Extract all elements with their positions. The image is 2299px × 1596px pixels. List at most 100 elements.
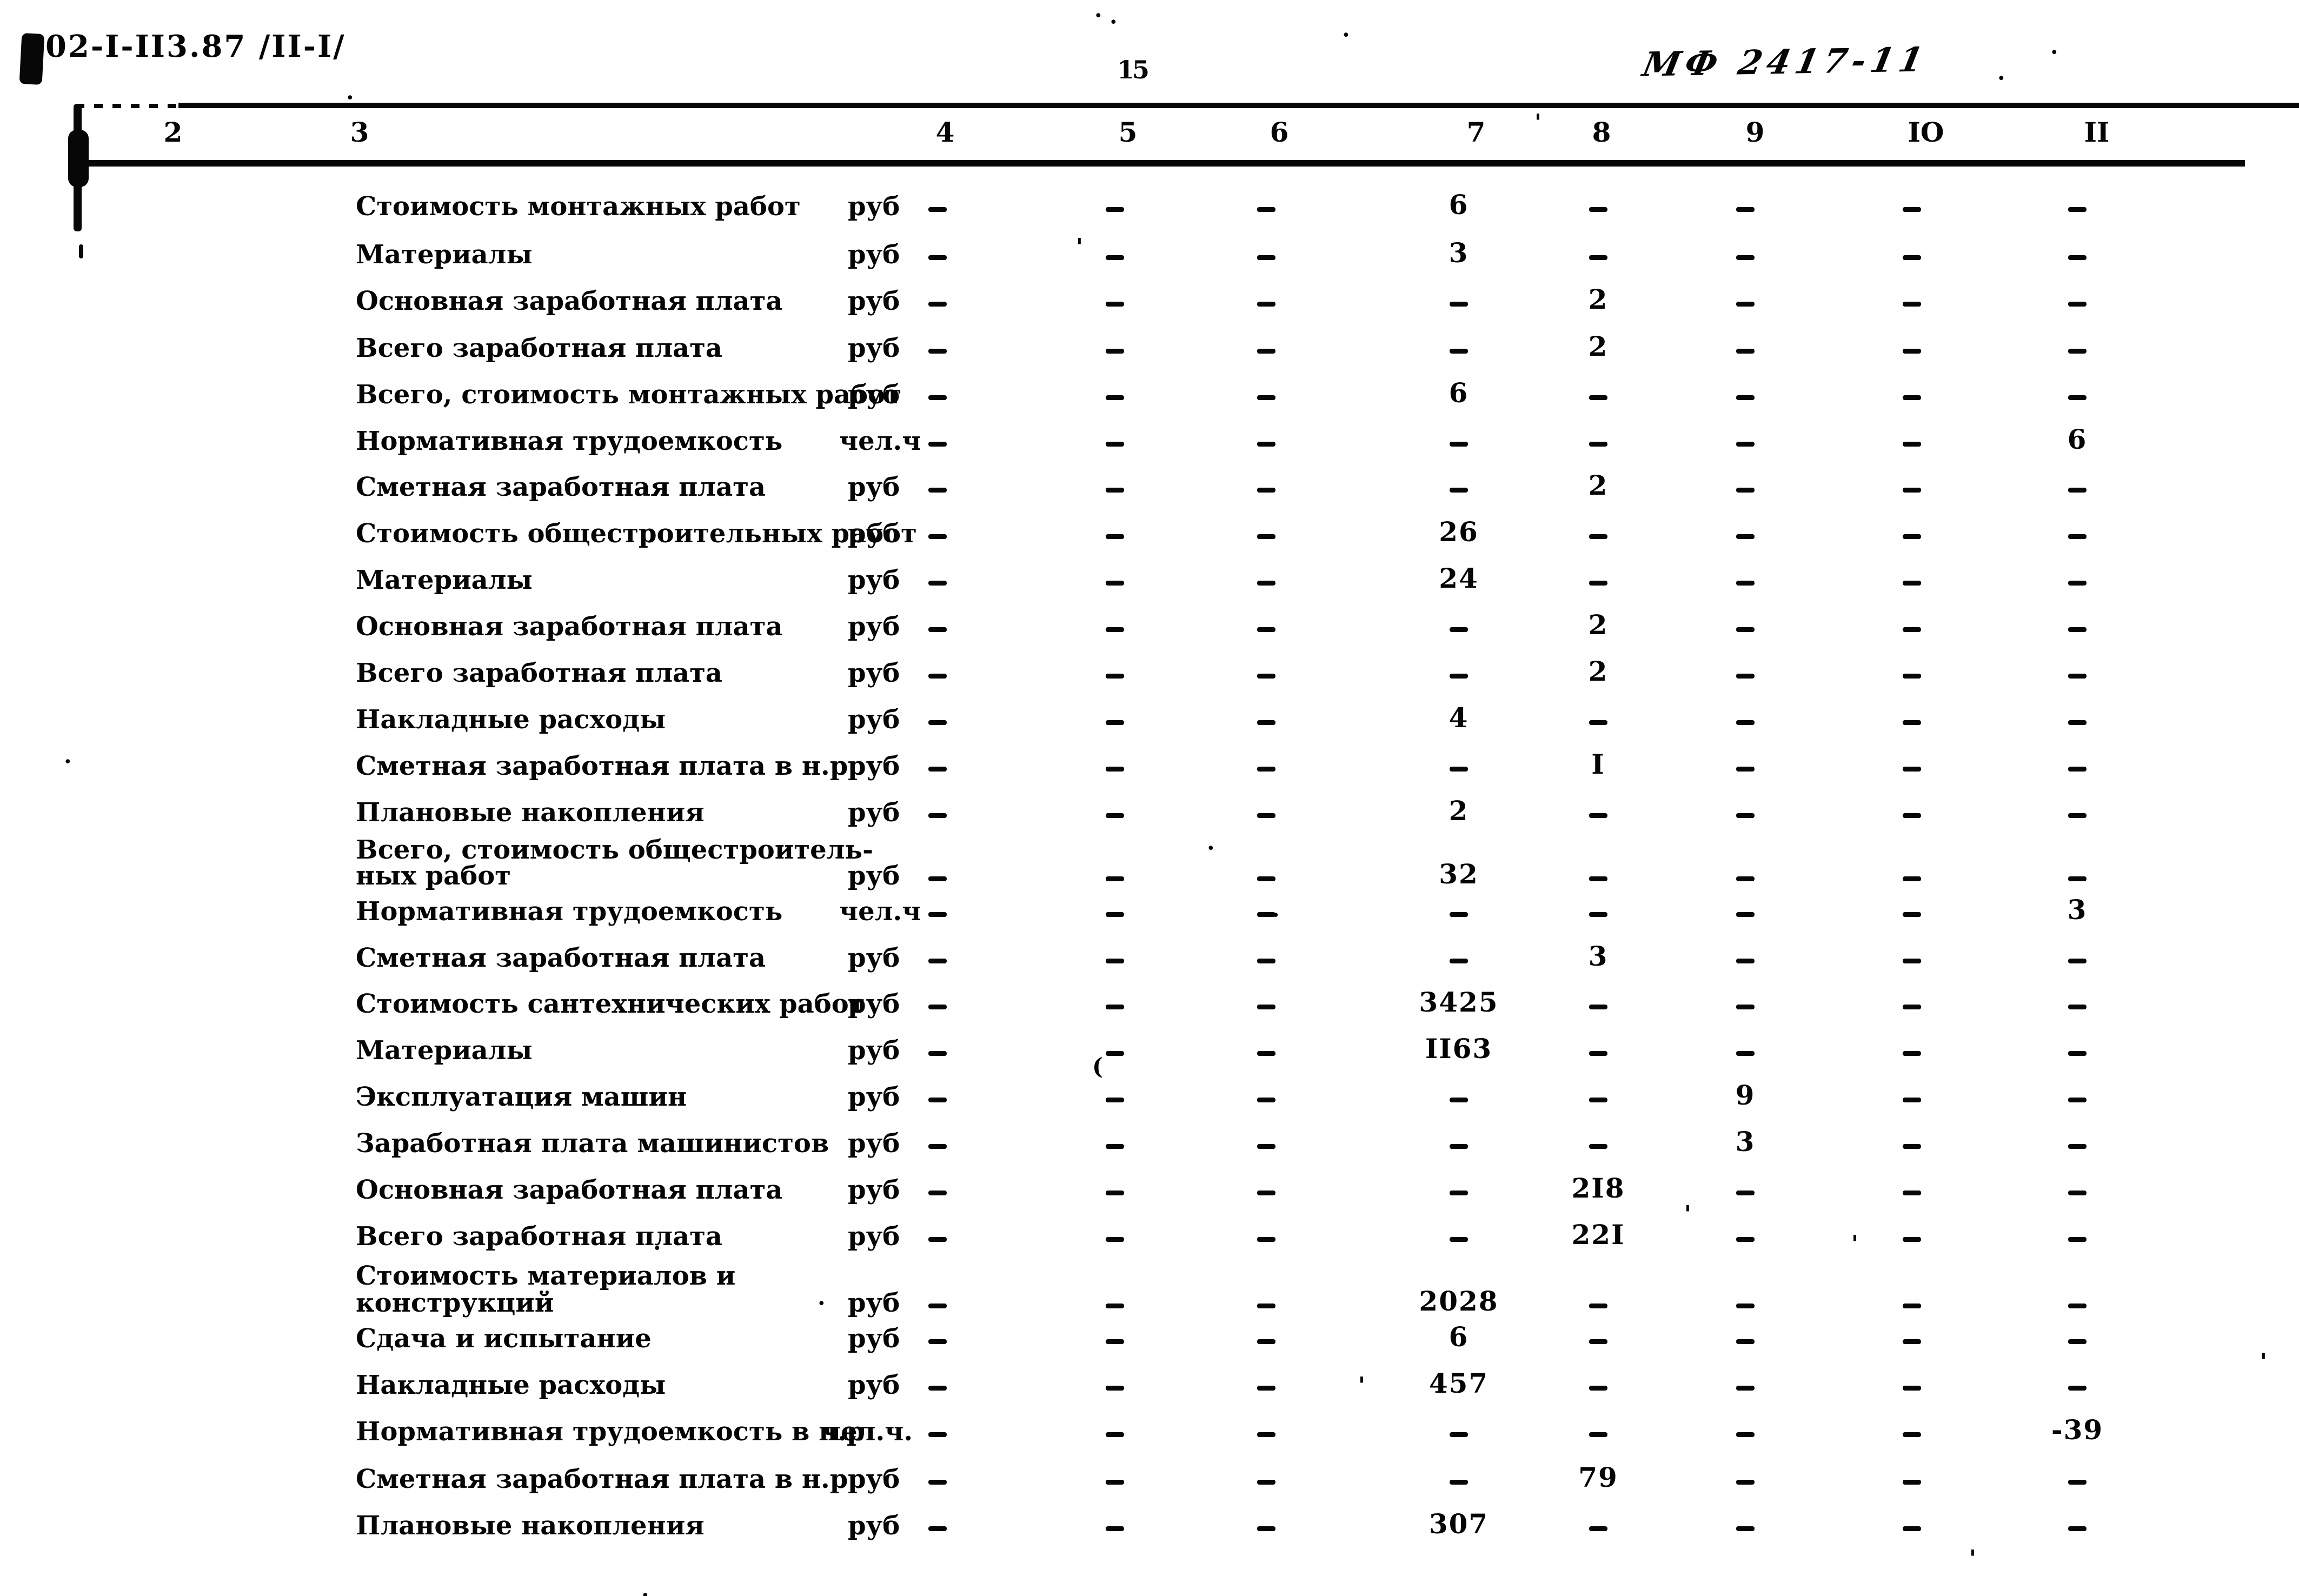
row-unit: руб: [848, 1082, 900, 1112]
cell-dash-col9: [1736, 1526, 1755, 1531]
cell-dash-col10: [1903, 1051, 1921, 1056]
cell-value-col8: 2: [1588, 283, 1609, 315]
ink-blob: [19, 32, 45, 85]
cell-value-col7: 6: [1448, 189, 1469, 221]
cell-dash-col11: [2068, 720, 2087, 725]
row-label: Стоимость сантехнических работ: [356, 989, 865, 1019]
cell-dash-col8: [1589, 534, 1607, 539]
cell-dash-col8: [1589, 395, 1607, 400]
cell-dash-col7: [1450, 627, 1468, 632]
cell-dash-col10: [1903, 627, 1921, 632]
column-header-II: II: [2084, 116, 2110, 148]
ink-speck: ·: [1997, 65, 2005, 91]
row-unit: руб: [848, 565, 900, 595]
doc-code: 02-I-II3.87 /II-I/: [45, 29, 346, 64]
cell-dash-col6: [1257, 1386, 1275, 1391]
row-label: Плановые накопления: [356, 797, 705, 828]
cell-dash-col11: [2068, 302, 2087, 307]
cell-dash-col6: [1257, 1144, 1275, 1149]
cell-dash-col4: [928, 720, 947, 725]
row-label: Всего заработная плата: [356, 658, 722, 688]
cell-dash-col4: [928, 1432, 947, 1437]
cell-dash-col5: [1106, 488, 1124, 493]
cell-dash-col5: [1106, 1386, 1124, 1391]
cell-value-col7: 26: [1439, 516, 1479, 548]
cell-dash-col9: [1736, 488, 1755, 493]
cell-value-col8: 2: [1588, 469, 1609, 501]
ink-speck: ': [1684, 1201, 1691, 1227]
cell-dash-col9: [1736, 912, 1755, 917]
cell-dash-col7: [1450, 1237, 1468, 1242]
cell-dash-col6: [1257, 1005, 1275, 1009]
cell-dash-col11: [2068, 581, 2087, 586]
cell-dash-col9: [1736, 876, 1755, 881]
cell-dash-col5: [1106, 912, 1124, 917]
row-label-line2: конструкций: [356, 1288, 554, 1318]
cell-dash-col8: [1589, 255, 1607, 260]
cell-value-col7: 2028: [1419, 1285, 1499, 1317]
row-unit: руб: [848, 861, 900, 891]
column-header-5: 5: [1118, 116, 1138, 148]
cell-dash-col8: [1589, 720, 1607, 725]
cell-dash-col11: [2068, 1051, 2087, 1056]
cell-dash-col5: [1106, 1304, 1124, 1308]
cell-value-col8: 2I8: [1571, 1172, 1625, 1204]
cell-dash-col7: [1450, 349, 1468, 354]
cell-dash-col4: [928, 207, 947, 212]
cell-dash-col6: [1257, 1432, 1275, 1437]
row-unit: руб: [848, 943, 900, 973]
cell-dash-col6: [1257, 1526, 1275, 1531]
cell-value-col7: 3: [1448, 237, 1469, 269]
column-header-IO: IO: [1908, 116, 1944, 148]
cell-dash-col4: [928, 1386, 947, 1391]
cell-dash-col11: [2068, 1191, 2087, 1195]
cell-dash-col4: [928, 1480, 947, 1485]
cell-dash-col5: [1106, 255, 1124, 260]
column-header-9: 9: [1745, 116, 1765, 148]
cell-dash-col11: [2068, 207, 2087, 212]
cell-dash-col4: [928, 674, 947, 679]
row-unit: руб: [848, 518, 900, 549]
row-label: Стоимость общестроительных работ: [356, 518, 917, 549]
cell-dash-col9: [1736, 1432, 1755, 1437]
cell-dash-col5: [1106, 767, 1124, 772]
cell-dash-col10: [1903, 912, 1921, 917]
row-unit: руб: [848, 1464, 900, 1494]
cell-dash-col4: [928, 627, 947, 632]
cell-dash-col5: [1106, 876, 1124, 881]
cell-dash-col8: [1589, 207, 1607, 212]
cell-dash-col9: [1736, 1304, 1755, 1308]
cell-dash-col5: [1106, 1144, 1124, 1149]
cell-dash-col9: [1736, 1191, 1755, 1195]
cell-dash-col10: [1903, 488, 1921, 493]
cell-dash-col11: [2068, 674, 2087, 679]
cell-dash-col4: [928, 1144, 947, 1149]
cell-dash-col9: [1736, 1237, 1755, 1242]
cell-dash-col9: [1736, 1386, 1755, 1391]
row-label: Накладные расходы: [356, 1370, 666, 1400]
cell-value-col8: I: [1591, 748, 1605, 780]
cell-dash-col6: [1257, 959, 1275, 963]
cell-dash-col8: [1589, 442, 1607, 447]
row-unit: руб: [848, 751, 900, 781]
cell-value-col7: 2: [1448, 795, 1469, 827]
cell-dash-col6: [1257, 1237, 1275, 1242]
cell-value-col7: 3425: [1419, 986, 1499, 1018]
cell-dash-col9: [1736, 207, 1755, 212]
row-label: Материалы: [356, 1035, 533, 1066]
table-top-border: [178, 103, 2299, 108]
row-label: Накладные расходы: [356, 704, 666, 735]
cell-dash-col5: [1106, 813, 1124, 818]
row-label: Нормативная трудоемкость: [356, 426, 783, 456]
cell-dash-col4: [928, 1191, 947, 1195]
cell-dash-col6: [1257, 767, 1275, 772]
row-label: Сметная заработная плата: [356, 943, 766, 973]
row-label: Сметная заработная плата в н.р: [356, 1464, 848, 1494]
cell-dash-col4: [928, 767, 947, 772]
row-label: Эксплуатация машин: [356, 1082, 687, 1112]
ink-speck: ': [1969, 1545, 1976, 1572]
row-unit: руб: [848, 658, 900, 688]
cell-dash-col11: [2068, 1237, 2087, 1242]
cell-dash-col11: [2068, 1480, 2087, 1485]
cell-dash-col5: [1106, 581, 1124, 586]
